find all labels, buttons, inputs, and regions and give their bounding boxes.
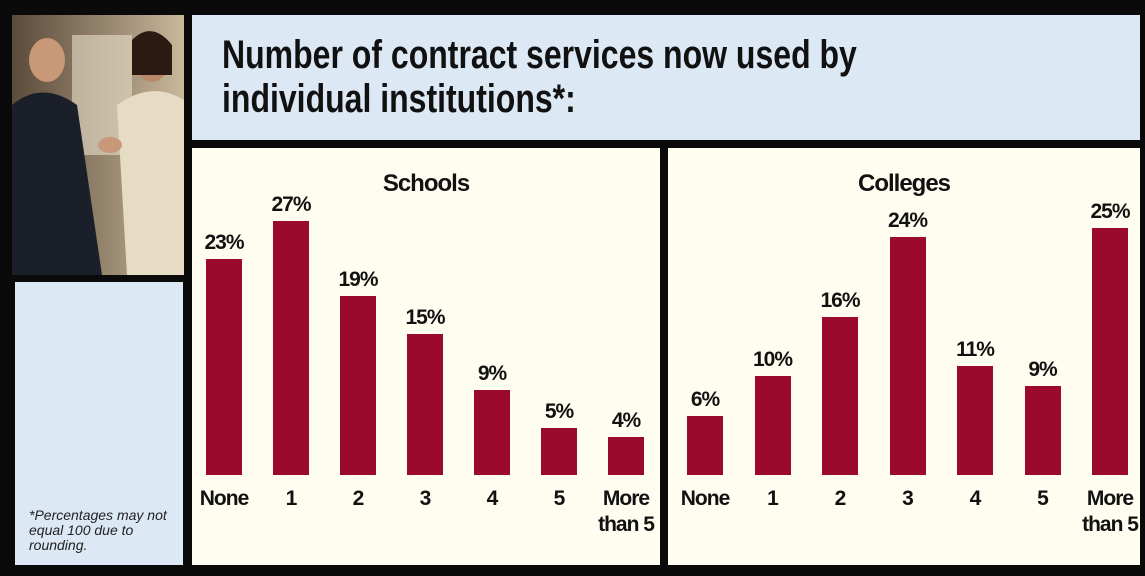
- chart-title: Colleges: [857, 170, 951, 197]
- value-label: 5%: [544, 400, 574, 423]
- bar: [889, 237, 926, 475]
- bar: [1024, 385, 1061, 475]
- bar: [541, 428, 577, 475]
- chart-panel: Schools 23% None 27% 1 19% 2 15% 3 9% 4 5% 5 4% More t…: [192, 148, 660, 565]
- value-label: 24%: [887, 209, 928, 233]
- bar: [608, 437, 644, 475]
- category-label: 4: [969, 487, 982, 510]
- photo: [12, 15, 184, 275]
- category-label: None: [680, 487, 731, 510]
- value-label: 27%: [271, 193, 311, 217]
- value-label: 25%: [1090, 199, 1130, 223]
- category-label: 2: [834, 487, 847, 510]
- value-label: 11%: [956, 338, 995, 362]
- bar: [957, 366, 993, 475]
- category-label: 5: [1037, 487, 1049, 510]
- value-label: 15%: [405, 306, 445, 329]
- bar: [754, 376, 791, 475]
- bar: [822, 316, 858, 475]
- value-label: 16%: [820, 288, 860, 312]
- value-label: 10%: [752, 348, 793, 371]
- note-box: *Percentages may not equal 100 due to ro…: [15, 282, 183, 565]
- category-label: More than 5: [1082, 487, 1139, 536]
- category-label: 3: [902, 487, 914, 510]
- bar: [687, 415, 723, 475]
- bar: [407, 334, 443, 475]
- bar: [273, 221, 309, 475]
- footnote: *Percentages may not equal 100 due to ro…: [29, 507, 167, 553]
- category-label: None: [199, 487, 250, 510]
- value-label: 9%: [1028, 357, 1057, 381]
- category-label: 2: [352, 487, 365, 510]
- chart-panel: Colleges 6% None 10% 1 16% 2 24% 3 11% 4 9% 5 25% More…: [668, 148, 1140, 565]
- value-label: 6%: [690, 387, 720, 411]
- category-label: More than 5: [598, 487, 655, 536]
- category-label: 3: [419, 487, 432, 510]
- bar: [340, 296, 376, 475]
- category-label: 1: [285, 487, 298, 510]
- value-label: 9%: [477, 362, 507, 386]
- title: Number of contract services now used by …: [222, 33, 857, 121]
- value-label: 4%: [611, 409, 641, 433]
- bar: [1092, 227, 1128, 475]
- category-label: 5: [553, 487, 566, 510]
- chart-title: Schools: [382, 170, 470, 197]
- value-label: 23%: [204, 230, 244, 254]
- category-label: 1: [767, 487, 779, 510]
- bar: [474, 390, 510, 475]
- bar: [206, 258, 242, 475]
- category-label: 4: [486, 487, 499, 510]
- value-label: 19%: [338, 268, 378, 292]
- title-box: Number of contract services now used by …: [192, 15, 1140, 140]
